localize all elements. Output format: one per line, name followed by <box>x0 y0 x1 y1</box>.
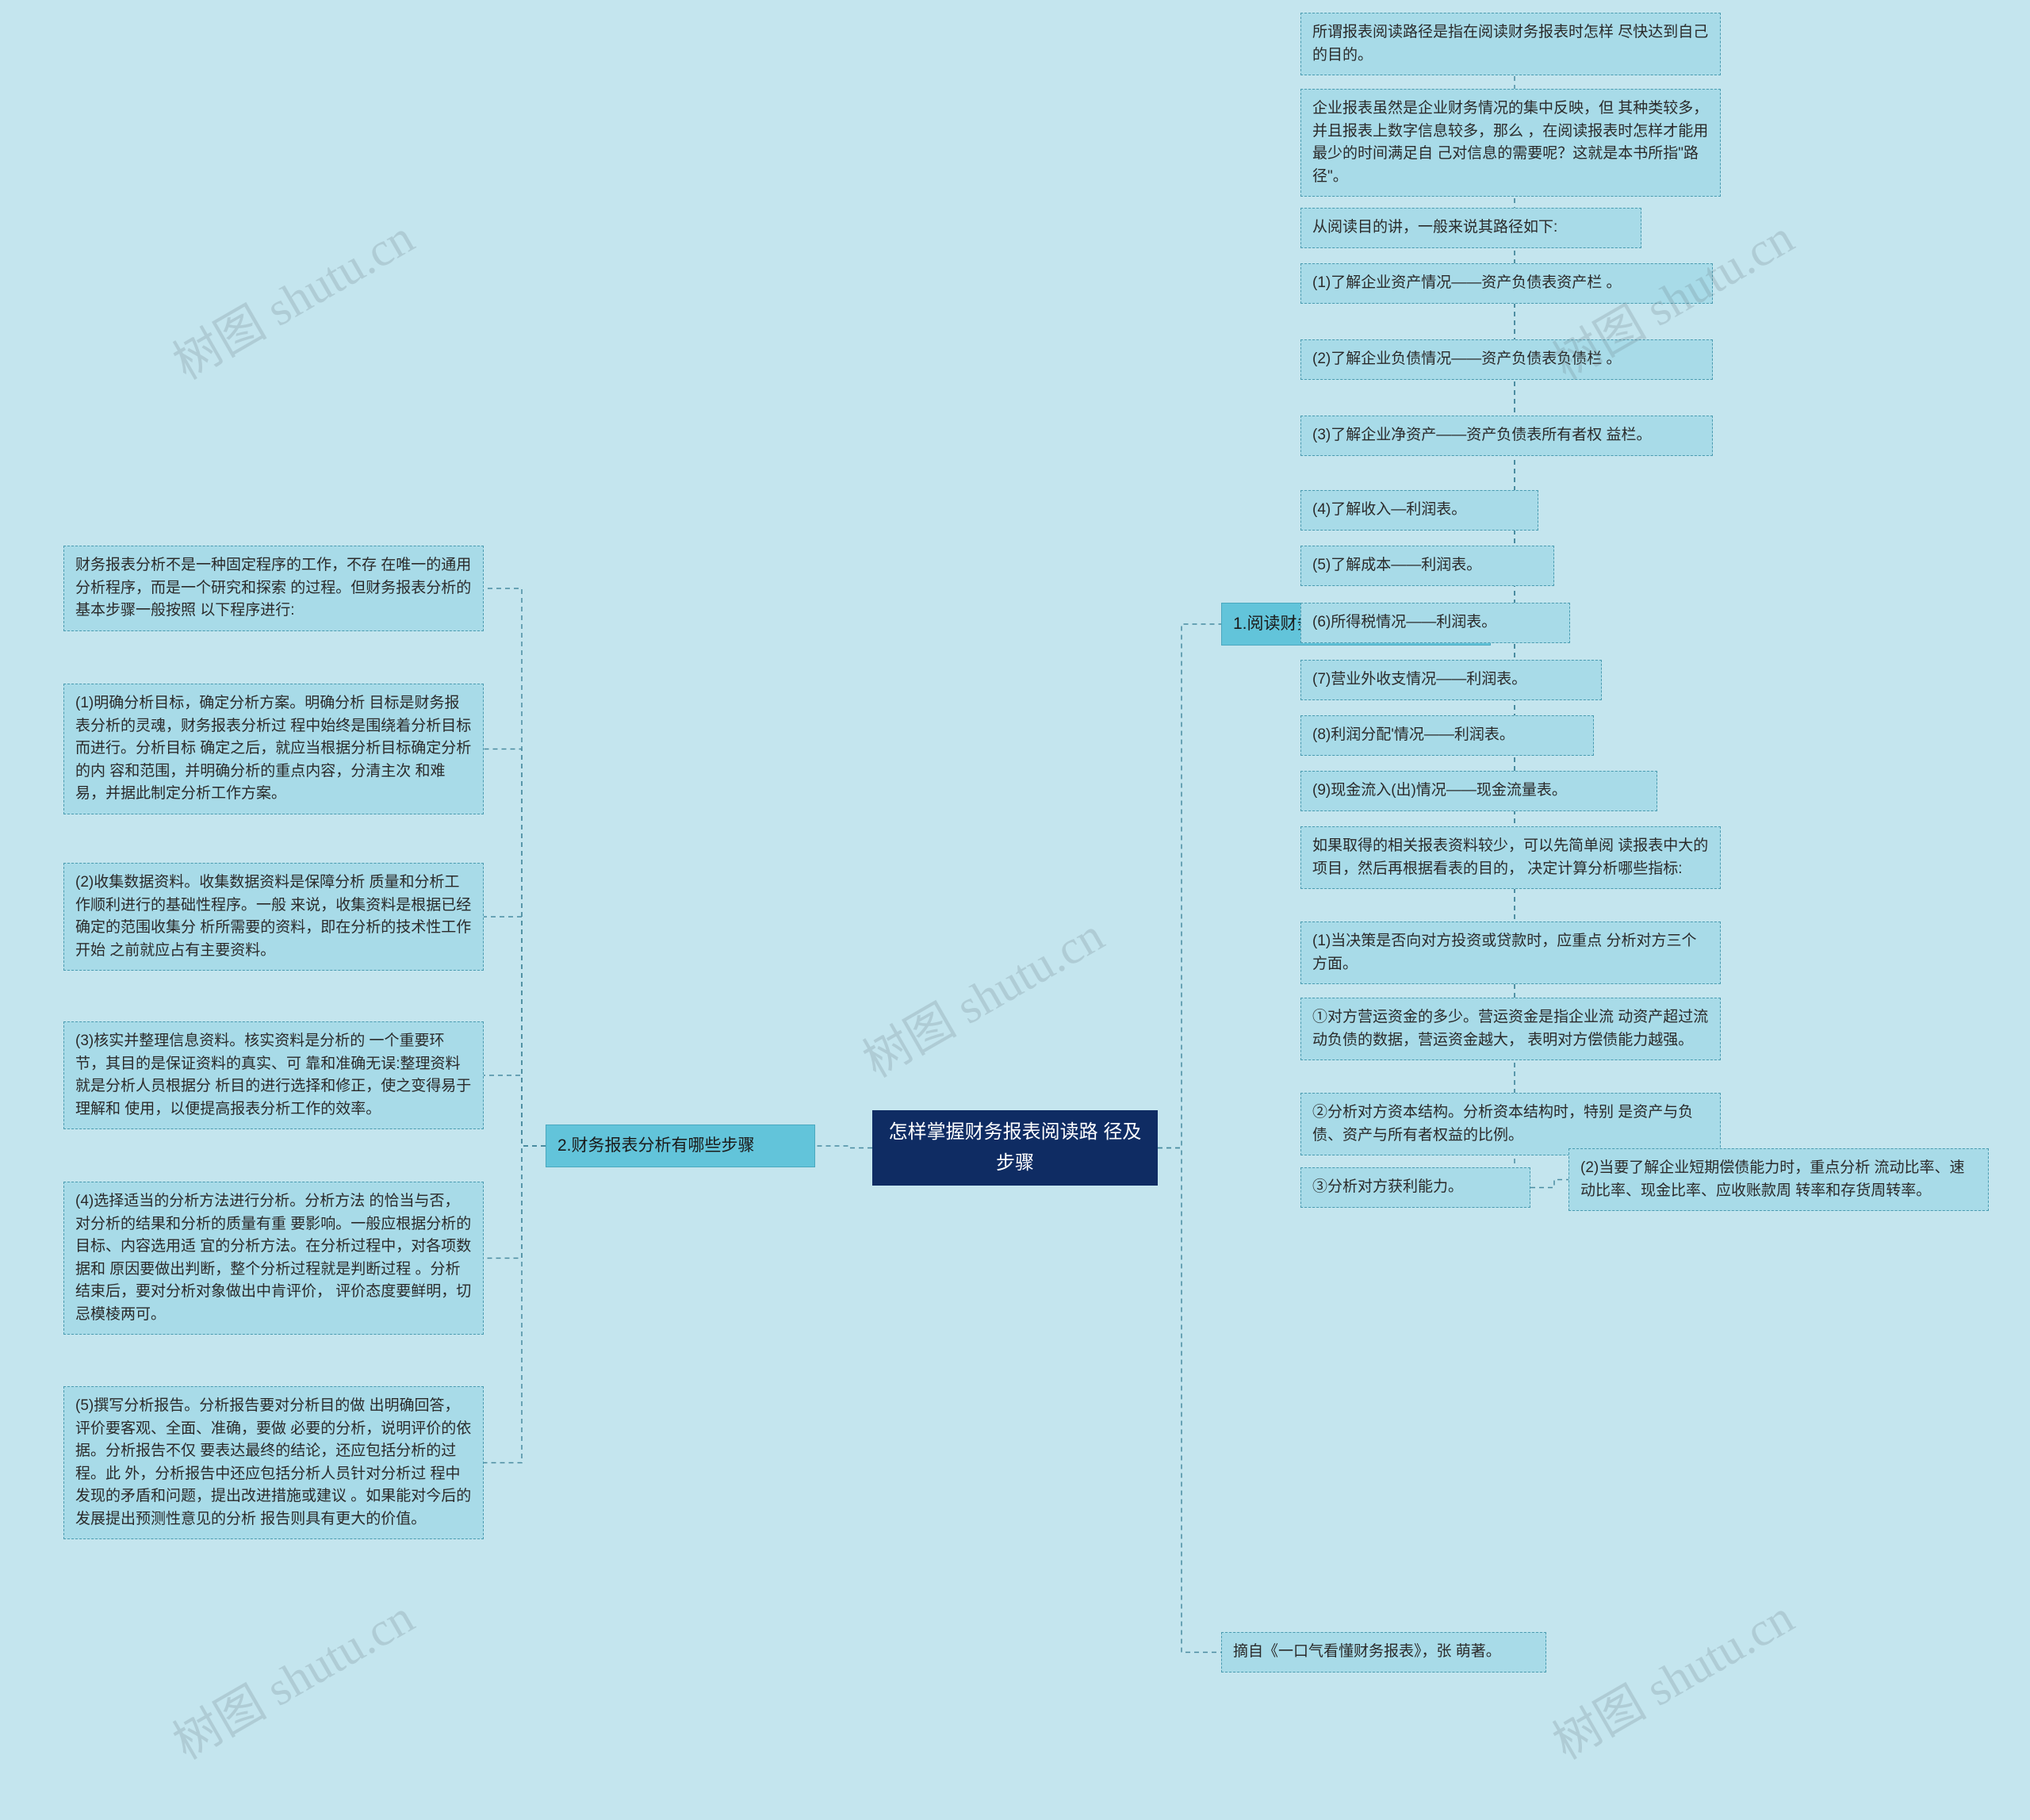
leaf-right-r14: (1)当决策是否向对方投资或贷款时，应重点 分析对方三个方面。 <box>1300 921 1721 984</box>
leaf-right-r10: (7)营业外收支情况——利润表。 <box>1300 660 1602 700</box>
leaf-right-r16: ②分析对方资本结构。分析资本结构时，特别 是资产与负债、资产与所有者权益的比例。 <box>1300 1093 1721 1155</box>
branch-citation: 摘自《一口气看懂财务报表》，张 萌著。 <box>1221 1632 1546 1672</box>
leaf-left-l6: (5)撰写分析报告。分析报告要对分析目的做 出明确回答，评价要客观、全面、准确，… <box>63 1386 484 1539</box>
leaf-left-l2: (1)明确分析目标，确定分析方案。明确分析 目标是财务报表分析的灵魂，财务报表分… <box>63 684 484 814</box>
leaf-right-r15: ①对方营运资金的多少。营运资金是指企业流 动资产超过流动负债的数据，营运资金越大… <box>1300 998 1721 1060</box>
root-node: 怎样掌握财务报表阅读路 径及步骤 <box>872 1110 1158 1186</box>
leaf-right-r7: (4)了解收入—利润表。 <box>1300 490 1538 531</box>
leaf-left-l3: (2)收集数据资料。收集数据资料是保障分析 质量和分析工作顺利进行的基础性程序。… <box>63 863 484 971</box>
leaf-right-r12: (9)现金流入(出)情况——现金流量表。 <box>1300 771 1657 811</box>
leaf-left-l5: (4)选择适当的分析方法进行分析。分析方法 的恰当与否，对分析的结果和分析的质量… <box>63 1182 484 1335</box>
leaf-right-r3: 从阅读目的讲，一般来说其路径如下: <box>1300 208 1641 248</box>
watermark: 树图 shutu.cn <box>1538 1580 1804 1773</box>
leaf-right-r17: ③分析对方获利能力。 <box>1300 1167 1530 1208</box>
leaf-right-r4: (1)了解企业资产情况——资产负债表资产栏 。 <box>1300 263 1713 304</box>
watermark: 树图 shutu.cn <box>159 200 424 393</box>
leaf-right-r11: (8)利润分配'情况——利润表。 <box>1300 715 1594 756</box>
leaf-right-r13: 如果取得的相关报表资料较少，可以先简单阅 读报表中大的项目，然后再根据看表的目的… <box>1300 826 1721 889</box>
leaf-right-r5: (2)了解企业负债情况——资产负债表负债栏 。 <box>1300 339 1713 380</box>
leaf-right-r17b: (2)当要了解企业短期偿债能力时，重点分析 流动比率、速动比率、现金比率、应收账… <box>1568 1148 1989 1211</box>
leaf-right-r8: (5)了解成本——利润表。 <box>1300 546 1554 586</box>
watermark: 树图 shutu.cn <box>848 898 1114 1091</box>
leaf-left-l1: 财务报表分析不是一种固定程序的工作，不存 在唯一的通用分析程序，而是一个研究和探… <box>63 546 484 631</box>
leaf-right-r1: 所谓报表阅读路径是指在阅读财务报表时怎样 尽快达到自己的目的。 <box>1300 13 1721 75</box>
leaf-right-r2: 企业报表虽然是企业财务情况的集中反映，但 其种类较多，并且报表上数字信息较多，那… <box>1300 89 1721 197</box>
watermark: 树图 shutu.cn <box>159 1580 424 1773</box>
leaf-right-r6: (3)了解企业净资产——资产负债表所有者权 益栏。 <box>1300 416 1713 456</box>
mindmap-canvas: 怎样掌握财务报表阅读路 径及步骤 1.阅读财务报表路径是什么 2.财务报表分析有… <box>0 0 2030 1820</box>
branch-analysis-steps: 2.财务报表分析有哪些步骤 <box>546 1125 815 1167</box>
leaf-left-l4: (3)核实并整理信息资料。核实资料是分析的 一个重要环节，其目的是保证资料的真实… <box>63 1021 484 1129</box>
leaf-right-r9: (6)所得税情况——利润表。 <box>1300 603 1570 643</box>
